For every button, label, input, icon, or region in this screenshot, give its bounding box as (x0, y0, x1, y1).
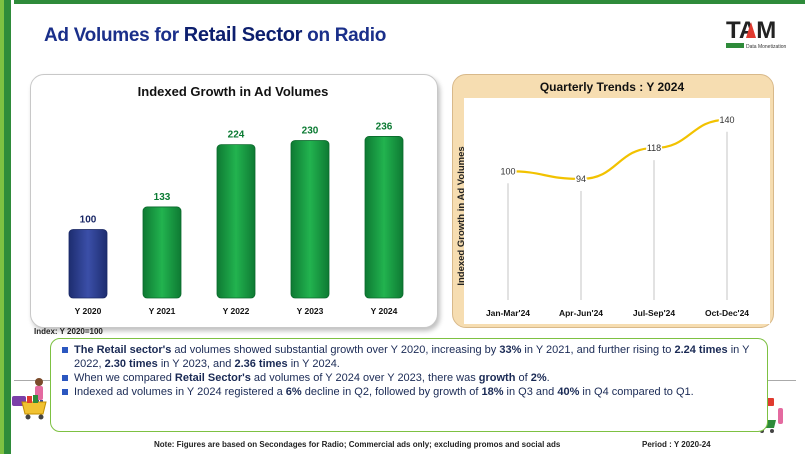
bar-value-label-3: 230 (302, 126, 319, 137)
insight-text-segment: Retail Sector's (174, 372, 251, 384)
index-note: Index: Y 2020=100 (34, 327, 103, 336)
insight-text-segment: 2.24 times (674, 344, 728, 356)
insight-text-segment: in Y 2024. (287, 358, 340, 370)
point-value-label-2: 118 (647, 143, 661, 153)
insight-text-segment: 2.36 times (234, 358, 288, 370)
bar-value-label-2: 224 (228, 130, 245, 141)
trend-chart-area (464, 98, 770, 324)
left-divider (14, 380, 50, 381)
bar-value-label-1: 133 (154, 192, 171, 203)
insight-bullet-2: Indexed ad volumes in Y 2024 registered … (62, 385, 760, 399)
bar-4 (364, 136, 404, 299)
insight-bullet-1: When we compared Retail Sector's ad volu… (62, 371, 760, 385)
x-category-label-3: Oct-Dec'24 (705, 308, 749, 318)
insight-text-segment: . (546, 372, 550, 384)
insight-text-segment: 40% (557, 386, 580, 398)
point-value-label-1: 94 (576, 174, 586, 184)
point-value-label-3: 140 (719, 115, 734, 125)
page-title: Ad Volumes for Retail Sector on Radio (44, 24, 386, 47)
bar-3 (290, 140, 330, 299)
insights-box (50, 338, 768, 432)
bar-1 (142, 206, 182, 299)
insight-text-segment: ad volumes showed substantial growth ove… (171, 344, 500, 356)
insight-text-segment: in Y 2022, (74, 344, 750, 370)
insight-text-segment: in Q4 compared to Q1. (579, 386, 694, 398)
bar-category-label-4: Y 2024 (371, 306, 398, 316)
x-category-label-0: Jan-Mar'24 (486, 308, 530, 318)
insight-text-segment: 2.30 times (104, 358, 158, 370)
tam-logo: TAM Data Monetization (722, 14, 790, 52)
trend-line (507, 118, 728, 181)
insight-text-segment: 6% (285, 386, 302, 398)
x-category-label-1: Apr-Jun'24 (559, 308, 603, 318)
insight-text-segment: The Retail sector's (74, 344, 172, 356)
logo-tagline: Data Monetization (746, 44, 787, 50)
title-prefix: Ad Volumes for (44, 25, 184, 46)
bar-category-label-0: Y 2020 (75, 306, 102, 316)
bar-category-label-2: Y 2022 (223, 306, 250, 316)
left-accent-stripe (0, 0, 4, 454)
insight-text-segment: 18% (481, 386, 504, 398)
insight-text-segment: in Q3 and (503, 386, 558, 398)
right-divider (766, 380, 796, 381)
x-category-label-2: Jul-Sep'24 (633, 308, 675, 318)
title-suffix: on Radio (302, 25, 387, 46)
insight-text-segment: decline in Q2, followed by growth of (301, 386, 482, 398)
insight-text-segment: When we compared (74, 372, 175, 384)
trend-chart-title: Quarterly Trends : Y 2024 (539, 80, 685, 94)
footer-period: Period : Y 2020-24 (642, 440, 711, 449)
point-value-label-0: 100 (500, 166, 515, 176)
bar-category-label-3: Y 2023 (297, 306, 324, 316)
bar-2 (216, 144, 256, 299)
insights-list: The Retail sector's ad volumes showed su… (60, 343, 760, 399)
insight-text-segment: 2% (530, 372, 547, 384)
footer-note: Note: Figures are based on Secondages fo… (154, 440, 561, 449)
insight-text-segment: of (515, 372, 531, 384)
bar-chart: 100 Y 2020 133 Y 2021 224 Y 2022 230 Y 2023 236 Y… (68, 121, 404, 316)
insight-bullet-0: The Retail sector's ad volumes showed su… (62, 343, 760, 371)
bar-category-label-1: Y 2021 (149, 306, 176, 316)
bar-value-label-4: 236 (376, 121, 393, 132)
insight-text-segment: in Y 2021, and further rising to (521, 344, 675, 356)
line-chart: Indexed Growth in Ad Volumes 100 Jan-Mar'2… (456, 113, 749, 318)
left-accent-bar (0, 0, 11, 454)
shopping-cart-illustration-icon (12, 378, 47, 420)
insight-text-segment: 33% (499, 344, 522, 356)
y-axis-label: Indexed Growth in Ad Volumes (456, 146, 467, 285)
insight-text-segment: ad volumes of Y 2024 over Y 2023, there … (250, 372, 479, 384)
insight-text-segment: growth (478, 372, 516, 384)
insight-text-segment: in Y 2023, and (157, 358, 235, 370)
bar-value-label-0: 100 (80, 215, 97, 226)
tam-logo-icon: TAM Data Monetization (726, 17, 787, 50)
top-accent-line (14, 0, 805, 4)
title-highlight: Retail Sector (183, 24, 303, 46)
bar-0 (68, 229, 108, 299)
insight-text-segment: Indexed ad volumes in Y 2024 registered … (74, 386, 286, 398)
bar-chart-title: Indexed Growth in Ad Volumes (137, 84, 329, 99)
